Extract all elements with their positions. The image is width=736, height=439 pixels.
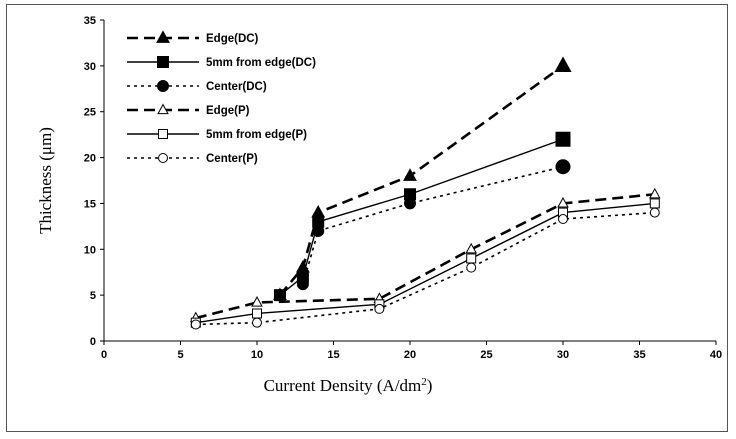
series-5-point [466, 253, 477, 264]
y-tick-label: 0 [90, 336, 96, 348]
series-2-point [273, 289, 286, 302]
legend-marker-3 [157, 80, 169, 92]
series-6-point [649, 207, 660, 218]
series-4-point [557, 196, 569, 208]
series-5-point [649, 198, 660, 209]
series-1-point [311, 204, 326, 218]
y-tick-label: 25 [84, 107, 96, 119]
x-tick-label: 5 [177, 349, 183, 361]
series-line-6 [195, 211, 655, 326]
y-tick-label: 10 [84, 244, 96, 256]
y-tick-label: 30 [84, 61, 96, 73]
series-3-point [312, 224, 325, 237]
x-axis-title: Current Density (A/dm2) [264, 376, 433, 395]
x-tick-label: 20 [404, 349, 416, 361]
series-6-point [558, 214, 568, 225]
legend-marker-5 [158, 129, 168, 139]
y-tick-label: 20 [84, 153, 96, 165]
legend-label-3: Center(DC) [206, 81, 267, 93]
series-line-3 [302, 165, 564, 285]
x-tick-label: 15 [327, 349, 339, 361]
series-2-point [555, 131, 571, 147]
legend-label-2: 5mm from edge(DC) [206, 57, 316, 69]
x-tick-label: 40 [710, 349, 722, 361]
chart-frame: 0 5 10 15 20 25 30 35 40 0 5 10 15 20 25 30 35 Current De… [6, 4, 728, 432]
legend-marker-4 [157, 103, 169, 115]
series-3-point [404, 197, 416, 210]
series-1-point [554, 56, 572, 72]
legend-marker-2 [157, 56, 169, 68]
series-6-point [190, 319, 201, 330]
legend-marker-6 [158, 153, 168, 163]
series-6-point [466, 262, 477, 273]
series-4-point [649, 187, 661, 199]
x-tick-label: 10 [251, 349, 263, 361]
x-tick-label: 0 [101, 349, 107, 361]
series-5-point [252, 308, 262, 319]
y-axis-title: Thickness (μm) [36, 127, 55, 234]
series-line-5 [195, 202, 655, 324]
x-tick-label: 30 [557, 349, 569, 361]
series-line-4 [195, 192, 655, 320]
series-3-point [555, 159, 571, 175]
y-tick-label: 5 [90, 290, 96, 302]
legend-label-6: Center(P) [206, 153, 258, 165]
series-6-point [374, 303, 385, 314]
series-1-point [403, 168, 417, 181]
series-3-point [296, 278, 309, 291]
legend-marker-1 [156, 30, 170, 43]
legend-label-5: 5mm from edge(P) [206, 129, 307, 141]
x-tick-label: 35 [633, 349, 645, 361]
series-4-point [465, 242, 477, 254]
series-line-1 [278, 64, 564, 296]
y-tick-label: 35 [84, 15, 96, 27]
x-tick-label: 25 [480, 349, 492, 361]
y-tick-label: 15 [84, 198, 96, 210]
legend-label-1: Edge(DC) [206, 33, 259, 45]
legend-label-4: Edge(P) [206, 105, 250, 117]
chart-svg: 0 5 10 15 20 25 30 35 40 0 5 10 15 20 25 30 35 Current De… [36, 15, 722, 395]
series-6-point [252, 317, 262, 328]
series-4-point [251, 296, 263, 307]
